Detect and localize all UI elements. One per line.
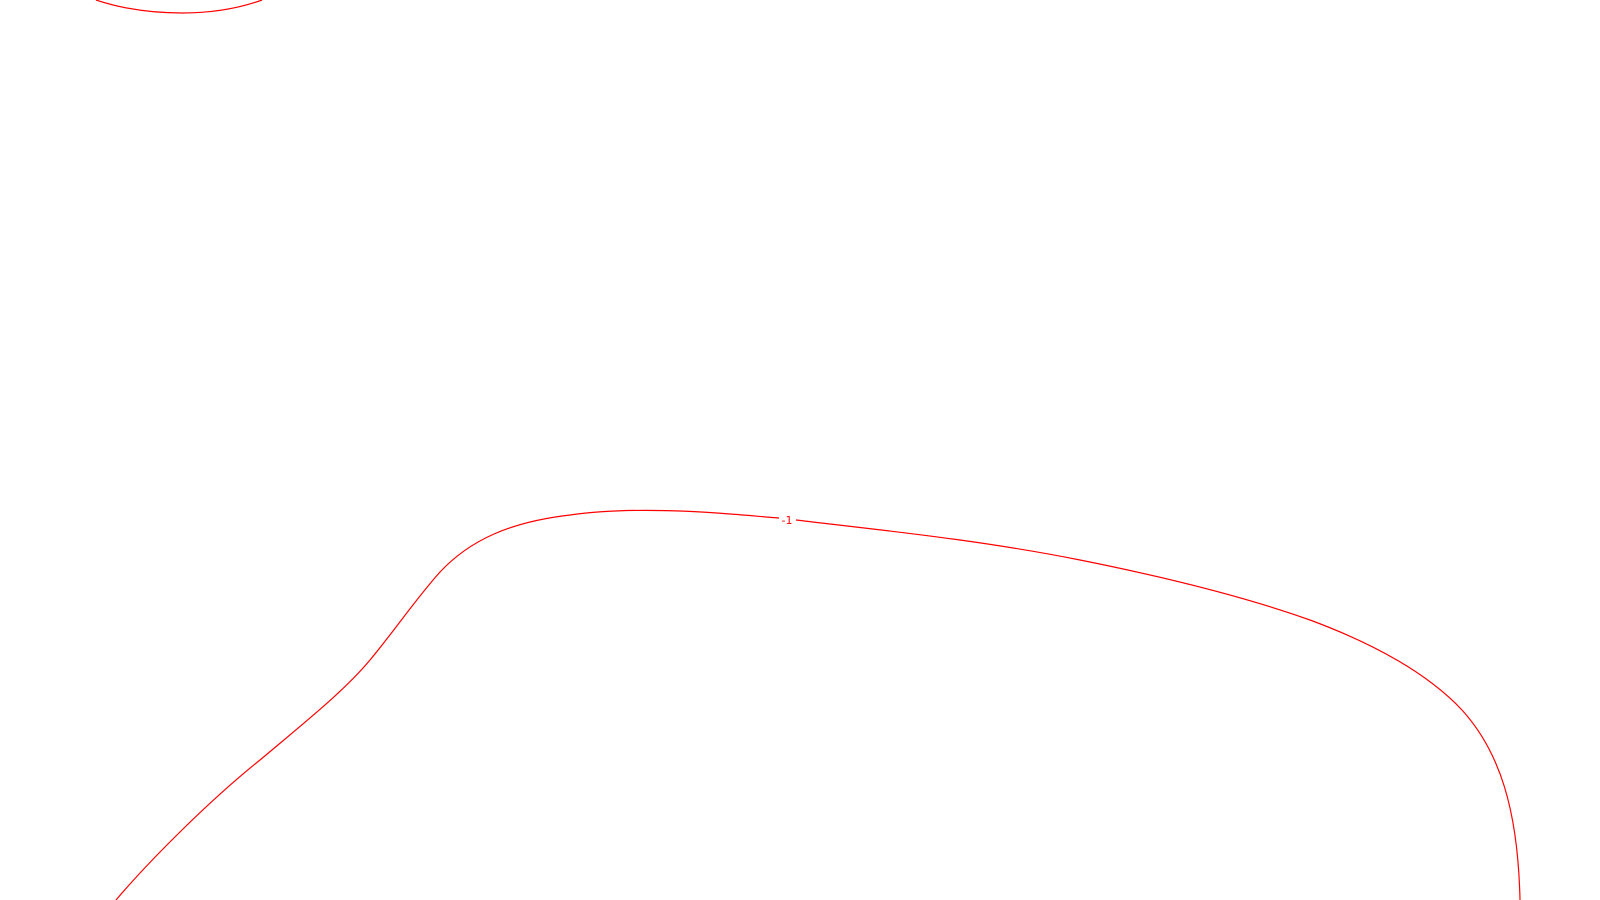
- contour-line-main: [115, 509, 1521, 900]
- contour-label-main: -1: [782, 514, 793, 527]
- contour-line-top-left-arc: [95, 0, 263, 14]
